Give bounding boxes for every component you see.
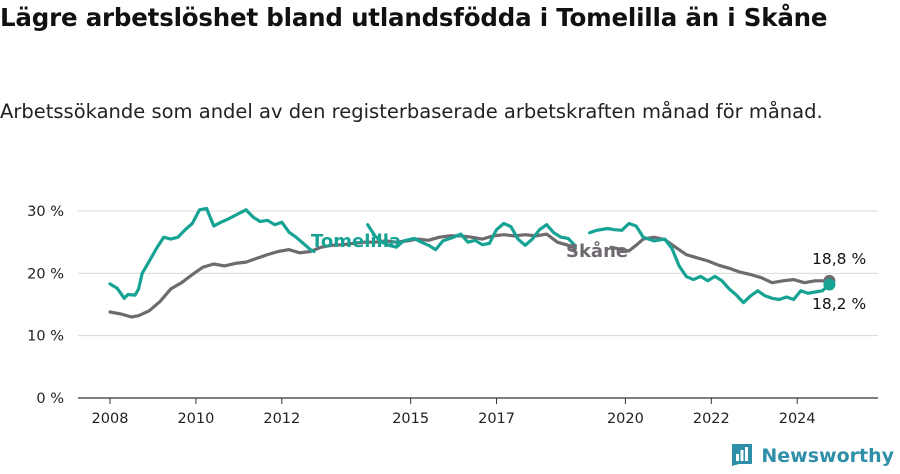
x-tick-label: 2017 <box>478 411 515 427</box>
x-axis: 2008 2010 2012 2015 2017 2020 2022 2024 <box>92 398 816 427</box>
line-skane <box>108 232 831 319</box>
newsworthy-logo-icon <box>730 442 754 470</box>
end-label-tomelilla: 18,2 % <box>812 295 866 313</box>
y-tick-label: 20 % <box>27 266 64 282</box>
series-labels: Tomelilla Skåne <box>311 231 628 262</box>
chart-subtitle: Arbetssökande som andel av den registerb… <box>0 100 823 123</box>
line-tomelilla-end-dot <box>823 278 836 291</box>
x-tick-label: 2022 <box>693 411 730 427</box>
y-tick-label: 10 % <box>27 329 64 345</box>
x-tick-label: 2010 <box>177 411 214 427</box>
x-tick-label: 2020 <box>607 411 644 427</box>
chart-title: Lägre arbetslöshet bland utlandsfödda i … <box>0 3 828 32</box>
end-label-skane: 18,8 % <box>812 250 866 268</box>
x-tick-label: 2015 <box>392 411 429 427</box>
x-tick-label: 2012 <box>263 411 300 427</box>
y-tick-label: 0 % <box>36 391 64 407</box>
line-tomelilla <box>108 206 831 305</box>
end-labels: 18,8 % 18,2 % <box>812 250 866 313</box>
series-label-skane: Skåne <box>566 240 628 262</box>
brand-name: Newsworthy <box>761 445 894 467</box>
brand: Newsworthy <box>730 442 894 470</box>
series-lines <box>108 206 836 319</box>
x-tick-label: 2024 <box>779 411 816 427</box>
y-tick-label: 30 % <box>27 204 64 220</box>
x-tick-label: 2008 <box>92 411 129 427</box>
y-grid: 0 % 10 % 20 % 30 % <box>27 204 878 407</box>
series-label-tomelilla: Tomelilla <box>311 231 401 252</box>
